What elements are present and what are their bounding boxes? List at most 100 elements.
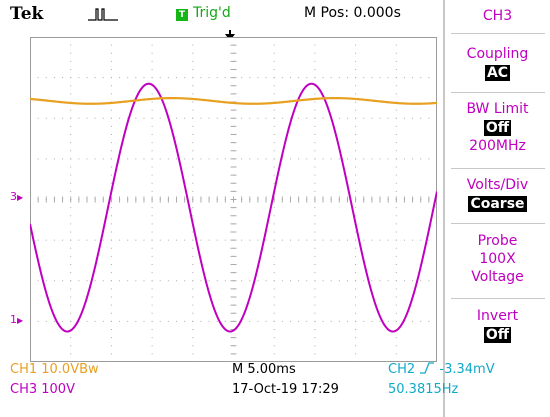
grid-dot [314,239,316,241]
grid-dot [192,37,194,38]
grid-dot [70,361,72,362]
grid-dot [241,280,243,282]
grid-dot [395,304,397,306]
grid-dot [314,101,316,103]
grid-dot [119,320,121,322]
grid-dot [395,255,397,257]
grid-dot [62,77,64,79]
grid-dot [192,166,194,168]
grid-dot [257,158,259,160]
grid-dot [167,239,169,241]
menu-divider [451,92,545,93]
grid-dot [119,239,121,241]
invert-button[interactable]: Invert Off [445,307,550,344]
grid-dot [314,288,316,290]
grid-dot [330,320,332,322]
grid-dot [379,117,381,119]
grid-dot [346,77,348,79]
grid-dot [151,166,153,168]
grid-dot [110,280,112,282]
grid-dot [151,125,153,127]
waveform-display[interactable] [30,37,437,362]
grid-dot [110,85,112,87]
grid-dot [281,320,283,322]
grid-dot [192,353,194,355]
grid-dot [127,117,129,119]
grid-dot [249,320,251,322]
coupling-button[interactable]: Coupling AC [445,45,550,82]
grid-dot [110,255,112,257]
grid-dot [224,239,226,241]
bw-limit-button[interactable]: BW Limit Off 200MHz [445,100,550,155]
volts-div-button[interactable]: Volts/Div Coarse [445,176,550,213]
grid-dot [273,223,275,225]
grid-dot [314,255,316,257]
grid-dot [379,239,381,241]
grid-dot [395,223,397,225]
grid-dot [208,239,210,241]
grid-dot [338,77,340,79]
grid-dot [355,150,357,152]
status-header: Tek T Trig'd M Pos: 0.000s [0,0,440,41]
grid-dot [314,52,316,54]
grid-dot [208,320,210,322]
probe-button[interactable]: Probe 100X Voltage [445,232,550,286]
grid-dot [314,37,316,38]
grid-dot [314,93,316,95]
grid-dot [314,296,316,298]
ch1-scale-readout: CH1 10.0VBw [10,362,99,377]
grid-dot [70,37,72,38]
grid-dot [281,158,283,160]
grid-dot [355,52,357,54]
grid-dot [395,69,397,70]
grid-dot [192,125,194,127]
grid-dot [151,312,153,314]
grid-dot [314,231,316,233]
grid-dot [273,361,275,362]
ch1-ground-marker[interactable]: 1▶ [10,313,23,326]
grid-dot [192,77,194,79]
grid-dot [355,37,357,38]
grid-dot [86,158,88,160]
main-position-readout: M Pos: 0.000s [304,5,401,21]
grid-dot [355,312,357,314]
grid-dot [298,117,300,119]
grid-dot [363,280,365,282]
grid-dot [412,239,414,241]
grid-dot [265,117,267,119]
grid-dot [355,272,357,274]
grid-dot [127,280,129,282]
grid-dot [151,361,153,362]
grid-dot [151,182,153,184]
grid-dot [70,85,72,87]
grid-dot [273,247,275,249]
grid-dot [355,353,357,355]
menu-title: CH3 [482,8,513,24]
ch3-ground-marker[interactable]: 3▶ [10,190,23,203]
invert-label: Invert [476,308,519,324]
grid-dot [273,52,275,54]
grid-dot [192,69,194,70]
grid-dot [110,182,112,184]
grid-dot [281,280,283,282]
ch1-trace [30,96,437,105]
grid-dot [110,134,112,135]
grid-dot [78,77,80,79]
grid-dot [94,280,96,282]
grid-dot [355,44,357,46]
grid-dot [289,117,291,119]
grid-dot [176,158,178,160]
grid-dot [314,320,316,322]
grid-dot [355,93,357,95]
grid-dot [176,320,178,322]
grid-dot [151,109,153,111]
grid-dot [159,280,161,282]
grid-dot [355,158,357,160]
grid-dot [143,77,145,79]
grid-dot [192,231,194,233]
grid-dot [395,337,397,339]
grid-dot [298,239,300,241]
grid-dot [281,77,283,79]
grid-dot [355,329,357,330]
grid-dot [355,337,357,339]
